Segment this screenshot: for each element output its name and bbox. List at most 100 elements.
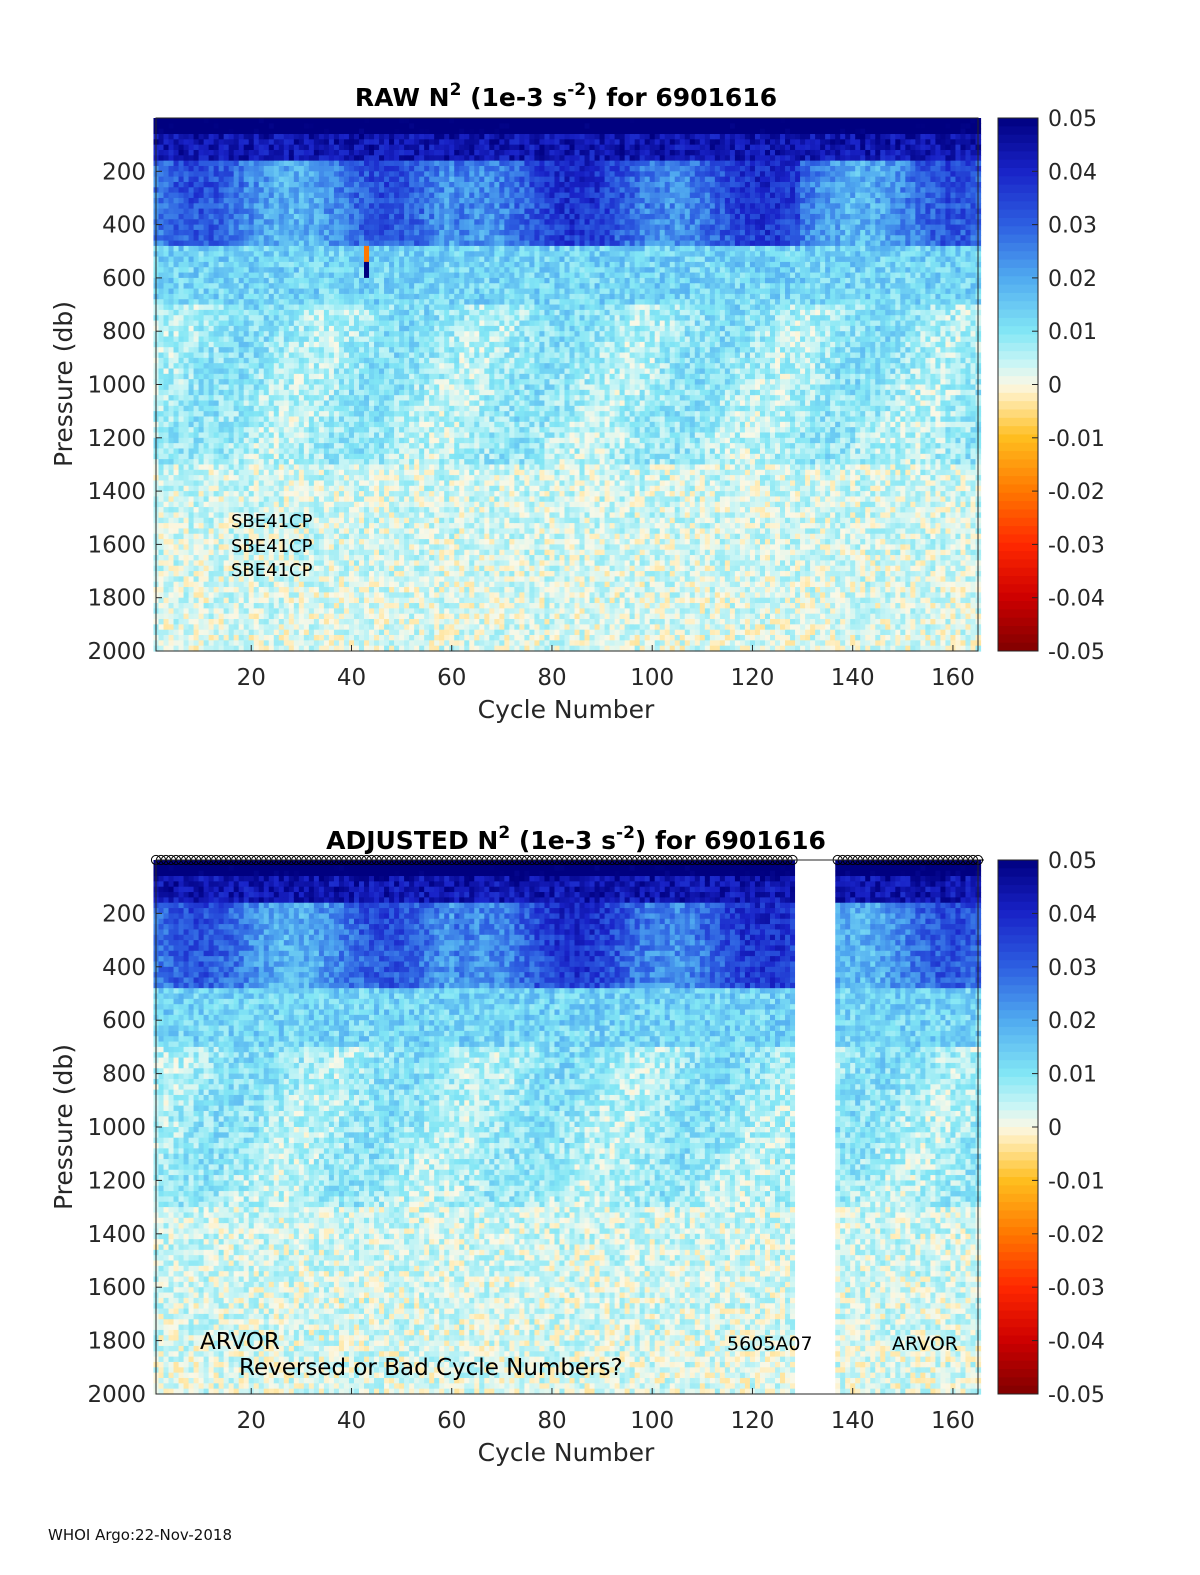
heatmap-cell (293, 603, 300, 609)
heatmap-cell (163, 299, 170, 306)
heatmap-cell (394, 277, 400, 284)
heatmap-cell (293, 309, 300, 316)
heatmap-cell (168, 443, 175, 450)
heatmap-cell (303, 347, 310, 354)
heatmap-cell (208, 491, 215, 498)
heatmap-cell (374, 576, 380, 583)
heatmap-cell (338, 176, 345, 183)
heatmap-cell (364, 400, 370, 407)
heatmap-cell (353, 619, 360, 625)
heatmap-cell (333, 288, 340, 295)
heatmap-cell (333, 400, 340, 407)
heatmap-cell (323, 219, 330, 226)
heatmap-cell (268, 165, 275, 172)
heatmap-cell (178, 539, 185, 545)
heatmap-cell (394, 357, 400, 364)
heatmap-cell (288, 331, 295, 338)
heatmap-cell (238, 453, 245, 460)
heatmap-cell (253, 304, 260, 311)
heatmap-cell (183, 533, 190, 540)
heatmap-cell (394, 517, 400, 524)
heatmap-cell (338, 320, 345, 327)
heatmap-cell (183, 501, 190, 508)
heatmap-cell (379, 603, 385, 609)
heatmap-cell (168, 496, 175, 503)
heatmap-cell (343, 475, 350, 482)
heatmap-cell (379, 491, 385, 498)
heatmap-cell (273, 608, 280, 615)
heatmap-cell (338, 181, 345, 188)
heatmap-cell (178, 187, 185, 194)
heatmap-cell (308, 373, 315, 380)
heatmap-cell (293, 219, 300, 226)
heatmap-cell (308, 139, 315, 146)
heatmap-cell (193, 283, 200, 290)
heatmap-cell (293, 517, 300, 524)
heatmap-cell (208, 587, 215, 593)
heatmap-cell (318, 533, 325, 540)
heatmap-cell (163, 208, 170, 215)
heatmap-cell (379, 213, 385, 220)
heatmap-cell (198, 315, 205, 322)
heatmap-cell (188, 277, 195, 284)
heatmap-cell (358, 229, 365, 236)
heatmap-cell (298, 299, 305, 306)
heatmap-cell (399, 608, 405, 615)
heatmap-cell (263, 128, 270, 135)
heatmap-cell (374, 357, 380, 364)
heatmap-cell (318, 315, 325, 322)
heatmap-cell (198, 283, 205, 290)
heatmap-cell (263, 571, 270, 577)
heatmap-cell (258, 427, 265, 434)
heatmap-cell (343, 629, 350, 636)
heatmap-cell (348, 309, 355, 316)
heatmap-cell (298, 139, 305, 146)
heatmap-cell (173, 645, 180, 652)
heatmap-cell (338, 288, 345, 295)
heatmap-cell (323, 405, 330, 412)
heatmap-cell (308, 251, 315, 258)
heatmap-cell (158, 299, 165, 306)
heatmap-cell (343, 640, 350, 647)
heatmap-cell (298, 229, 305, 236)
heatmap-cell (183, 613, 190, 620)
heatmap-cell (343, 491, 350, 498)
heatmap-cell (343, 523, 350, 530)
heatmap-cell (243, 245, 250, 252)
heatmap-cell (328, 245, 335, 252)
heatmap-cell (233, 469, 240, 476)
heatmap-cell (173, 496, 180, 503)
heatmap-cell (323, 624, 330, 631)
heatmap-cell (348, 357, 355, 364)
heatmap-cell (268, 293, 275, 300)
heatmap-cell (283, 544, 290, 551)
heatmap-cell (364, 123, 370, 130)
heatmap-cell (364, 373, 370, 380)
heatmap-cell (263, 517, 270, 524)
heatmap-cell (293, 453, 300, 460)
heatmap-cell (268, 539, 275, 545)
heatmap-cell (163, 464, 170, 471)
heatmap-cell (358, 437, 365, 444)
heatmap-cell (288, 555, 295, 561)
heatmap-cell (183, 597, 190, 604)
heatmap-cell (183, 400, 190, 407)
heatmap-cell (318, 555, 325, 561)
heatmap-cell (323, 443, 330, 450)
heatmap-cell (389, 139, 395, 146)
heatmap-cell (213, 128, 220, 135)
heatmap-cell (358, 592, 365, 599)
heatmap-cell (183, 384, 190, 391)
heatmap-cell (228, 139, 235, 146)
heatmap-cell (318, 544, 325, 551)
heatmap-cell (323, 459, 330, 466)
heatmap-cell (208, 320, 215, 327)
heatmap-cell (278, 325, 285, 332)
heatmap-cell (228, 528, 235, 535)
heatmap-cell (198, 453, 205, 460)
heatmap-cell (223, 224, 230, 231)
heatmap-cell (313, 645, 320, 652)
heatmap-cell (203, 501, 210, 508)
heatmap-cell (358, 640, 365, 647)
heatmap-cell (293, 299, 300, 306)
